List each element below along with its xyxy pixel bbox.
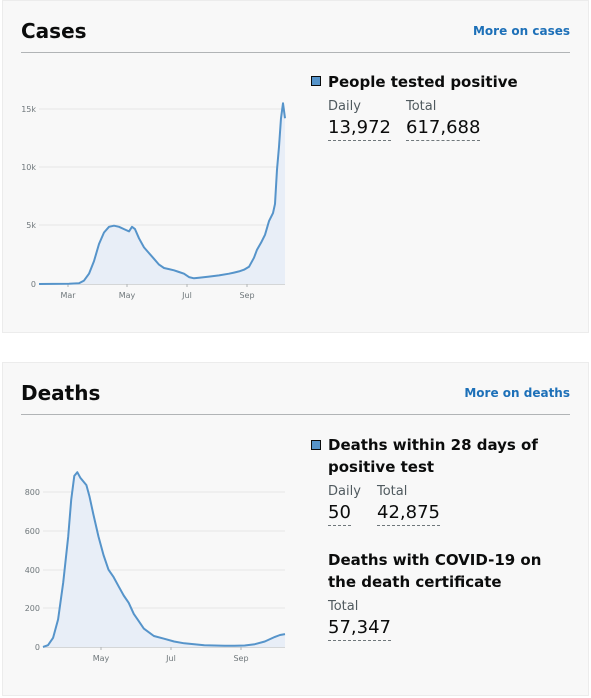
y-tick-label: 10k <box>21 163 36 172</box>
series-area <box>43 472 285 647</box>
deaths-divider <box>21 414 570 415</box>
deaths-daily-label: Daily <box>328 484 361 499</box>
x-tick-label: Sep <box>239 291 254 300</box>
deaths-within-28-days-legend-swatch <box>311 440 321 450</box>
deaths-daily-value[interactable]: 50 <box>328 503 351 526</box>
cases-daily-value[interactable]: 13,972 <box>328 118 391 141</box>
series-line <box>38 102 286 285</box>
deaths-total-label: Total <box>377 484 408 499</box>
cases-chart: 15k 10k 5k 0 Mar May Jul Sep <box>21 102 286 300</box>
series-area <box>39 103 285 284</box>
deaths-total-value[interactable]: 42,875 <box>377 503 440 526</box>
more-on-cases-link[interactable]: More on cases <box>472 24 570 38</box>
y-tick-label: 400 <box>25 566 40 575</box>
cases-title: Cases <box>21 19 87 43</box>
deaths-title: Deaths <box>21 381 101 405</box>
people-tested-positive-heading: People tested positive <box>328 73 518 91</box>
x-tick-label: Jul <box>165 654 176 663</box>
y-tick-label: 0 <box>31 280 36 289</box>
y-tick-label: 5k <box>26 221 36 230</box>
deaths-chart: 800 600 400 200 0 May Jul Sep <box>25 471 286 663</box>
y-tick-label: 600 <box>25 527 40 536</box>
people-tested-positive-legend-swatch <box>311 76 321 86</box>
x-tick-label: Sep <box>233 654 248 663</box>
y-tick-label: 800 <box>25 488 40 497</box>
cases-card: Cases More on cases 15k 10k 5k 0 Mar May Jul Se… <box>2 0 589 333</box>
deaths-within-28-days-heading: Deaths within 28 days of positive test <box>328 436 538 476</box>
y-tick-label: 200 <box>25 604 40 613</box>
y-tick-label: 0 <box>35 643 40 652</box>
series-line <box>42 471 286 648</box>
x-tick-label: Mar <box>60 291 76 300</box>
x-tick-label: May <box>93 654 110 663</box>
deaths-certificate-total-label: Total <box>328 599 359 614</box>
cases-total-value[interactable]: 617,688 <box>406 118 481 141</box>
deaths-certificate-total-value[interactable]: 57,347 <box>328 618 391 641</box>
deaths-card: Deaths More on deaths 800 600 400 200 0 May Ju… <box>2 362 589 696</box>
x-tick-label: Jul <box>181 291 192 300</box>
cases-total-label: Total <box>406 99 437 114</box>
cases-daily-label: Daily <box>328 99 361 114</box>
deaths-certificate-heading: Deaths with COVID-19 on the death certif… <box>328 551 542 591</box>
y-tick-label: 15k <box>21 105 36 114</box>
more-on-deaths-link[interactable]: More on deaths <box>464 386 570 400</box>
cases-divider <box>21 52 570 53</box>
x-tick-label: May <box>119 291 136 300</box>
